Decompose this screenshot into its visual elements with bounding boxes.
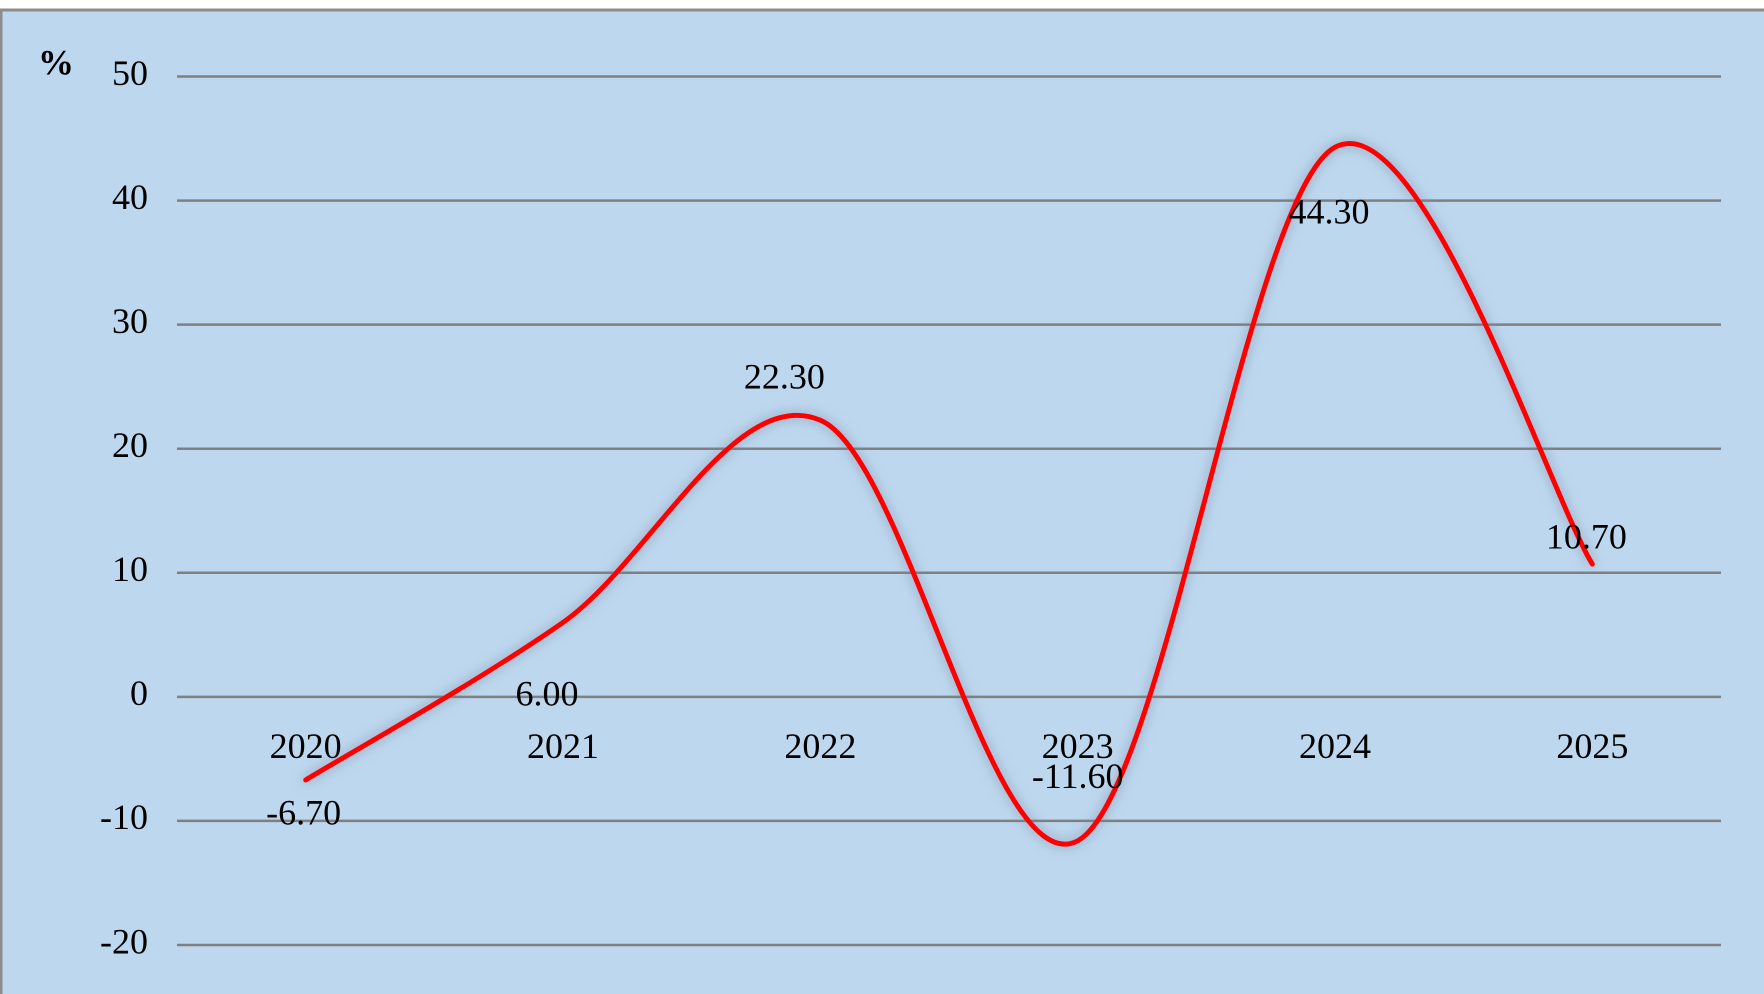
y-tick-label: 20 bbox=[112, 425, 148, 465]
x-tick-label: 2024 bbox=[1299, 726, 1371, 766]
x-tick-label: 2020 bbox=[270, 726, 342, 766]
data-label: -11.60 bbox=[1032, 756, 1124, 796]
data-label: 22.30 bbox=[744, 356, 825, 396]
y-axis-label: % bbox=[38, 42, 74, 82]
y-tick-label: -10 bbox=[100, 797, 148, 837]
data-label: 44.30 bbox=[1289, 191, 1370, 231]
x-tick-label: 2023 bbox=[1042, 726, 1114, 766]
data-label: 6.00 bbox=[516, 674, 579, 714]
y-tick-label: 30 bbox=[112, 301, 148, 341]
data-label: -6.70 bbox=[266, 792, 341, 832]
y-tick-label: 10 bbox=[112, 549, 148, 589]
y-tick-label: 40 bbox=[112, 177, 148, 217]
x-tick-label: 2025 bbox=[1556, 726, 1628, 766]
y-tick-label: 50 bbox=[112, 53, 148, 93]
data-label: 10.70 bbox=[1546, 516, 1627, 556]
data-line bbox=[303, 141, 1595, 847]
x-tick-label: 2022 bbox=[784, 726, 856, 766]
y-tick-label: -20 bbox=[100, 921, 148, 961]
x-tick-label: 2021 bbox=[527, 726, 599, 766]
y-tick-label: 0 bbox=[130, 673, 148, 713]
